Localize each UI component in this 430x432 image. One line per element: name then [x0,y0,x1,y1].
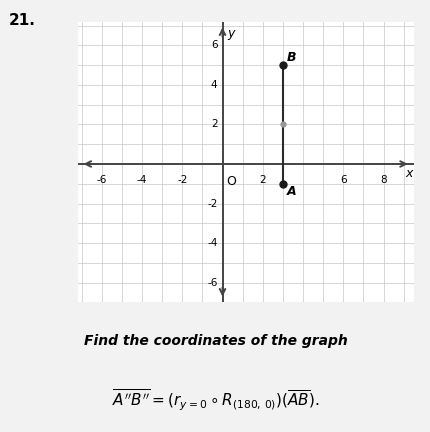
Text: 2: 2 [210,119,217,130]
Text: 6: 6 [339,175,346,185]
Text: $\overline{A''B''} = (r_{y=0} \circ R_{(180,\, 0)})(\overline{AB})$.: $\overline{A''B''} = (r_{y=0} \circ R_{(… [111,387,319,412]
Text: B: B [286,51,295,64]
Text: -4: -4 [136,175,147,185]
Text: -2: -2 [207,199,217,209]
Text: O: O [226,175,236,188]
Text: 8: 8 [379,175,386,185]
Text: -6: -6 [96,175,107,185]
Text: -2: -2 [177,175,187,185]
Text: -6: -6 [207,278,217,288]
Text: 21.: 21. [9,13,35,28]
Text: -4: -4 [207,238,217,248]
Text: 2: 2 [259,175,265,185]
Text: y: y [227,26,234,40]
Text: 6: 6 [210,40,217,51]
Text: 4: 4 [210,80,217,90]
Text: A: A [286,185,295,198]
Text: x: x [404,167,412,180]
Text: Find the coordinates of the graph: Find the coordinates of the graph [83,334,347,348]
